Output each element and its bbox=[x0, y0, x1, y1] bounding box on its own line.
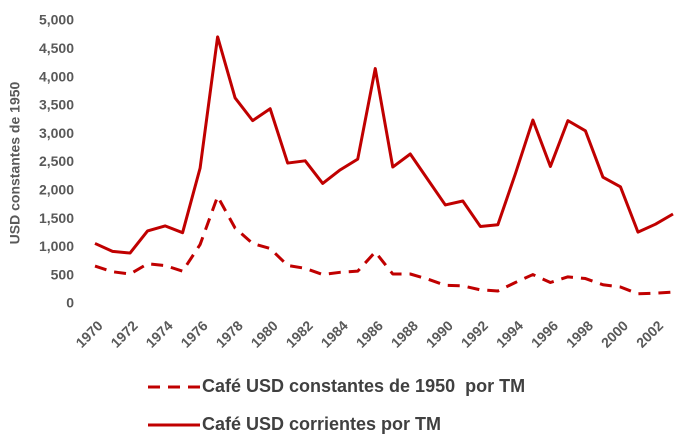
x-tick-label: 1972 bbox=[107, 317, 140, 350]
data-line bbox=[94, 35, 674, 255]
y-tick-label: 2,500 bbox=[39, 153, 74, 169]
y-tick-label: 3,000 bbox=[39, 125, 74, 141]
x-tick-label: 1994 bbox=[493, 317, 526, 350]
y-tick-label: 500 bbox=[51, 266, 75, 282]
x-tick-label: 1984 bbox=[318, 317, 351, 350]
y-tick-label: 4,000 bbox=[39, 68, 74, 84]
y-tick-label: 2,000 bbox=[39, 182, 74, 198]
x-tick-label: 1996 bbox=[528, 317, 561, 350]
x-tick-label: 1990 bbox=[423, 317, 456, 350]
legend-label: Café USD corrientes por TM bbox=[202, 414, 441, 434]
x-tick-label: 2000 bbox=[598, 317, 631, 350]
x-tick-label: 1970 bbox=[72, 317, 105, 350]
x-tick-label: 1992 bbox=[458, 317, 491, 350]
y-tick-label: 1,000 bbox=[39, 238, 74, 254]
y-tick-label: 1,500 bbox=[39, 210, 74, 226]
data-line bbox=[94, 194, 674, 296]
x-tick-label: 1988 bbox=[388, 317, 421, 350]
y-axis-label: USD constantes de 1950 bbox=[7, 81, 23, 244]
legend-label: Café USD constantes de 1950 por TM bbox=[202, 376, 525, 396]
x-tick-label: 1976 bbox=[177, 317, 210, 350]
x-tick-label: 1986 bbox=[353, 317, 386, 350]
x-tick-label: 1980 bbox=[248, 317, 281, 350]
y-tick-label: 4,500 bbox=[39, 40, 74, 56]
y-tick-label: 3,500 bbox=[39, 97, 74, 113]
y-tick-label: 0 bbox=[66, 295, 74, 311]
x-tick-label: 1974 bbox=[142, 317, 175, 350]
y-tick-label: 5,000 bbox=[39, 12, 74, 28]
x-tick-label: 1978 bbox=[213, 317, 246, 350]
x-tick-label: 1982 bbox=[283, 317, 316, 350]
x-tick-label: 2002 bbox=[633, 317, 666, 350]
x-tick-label: 1998 bbox=[563, 317, 596, 350]
